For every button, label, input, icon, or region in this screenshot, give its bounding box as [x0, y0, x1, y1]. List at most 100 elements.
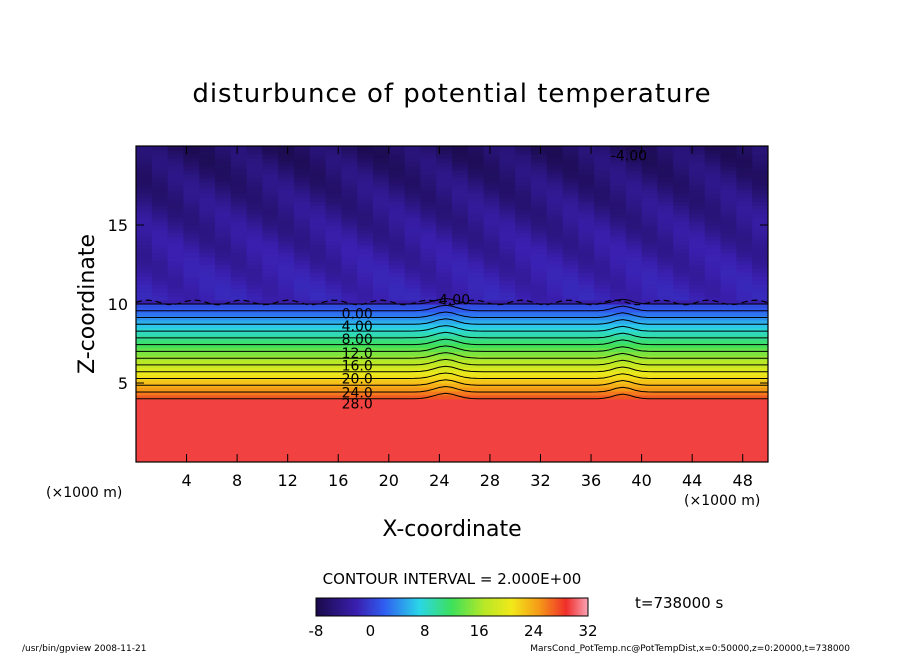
field-cell [167, 292, 184, 297]
field-cell [262, 252, 279, 258]
field-cell [641, 260, 658, 266]
field-cell [230, 288, 248, 293]
field-cell [151, 264, 169, 270]
field-cell [736, 201, 753, 206]
field-cell [452, 276, 469, 281]
field-cell [325, 185, 342, 191]
field-cell [215, 189, 232, 194]
field-cell [499, 288, 516, 293]
field-cell [183, 236, 200, 242]
field-cell [689, 205, 706, 210]
field-cell [230, 197, 248, 202]
field-cell [136, 153, 153, 159]
field-cell [562, 256, 579, 262]
field-cell [341, 201, 358, 206]
field-cell [404, 221, 421, 226]
field-cell [294, 248, 311, 254]
field-cell [404, 264, 421, 270]
field-cell [278, 213, 295, 218]
field-cell [657, 284, 674, 289]
field-cell [704, 185, 722, 191]
field-cell [404, 236, 421, 242]
field-cell [246, 256, 263, 262]
field-cell [736, 276, 753, 281]
field-cell [373, 252, 390, 258]
field-cell [704, 260, 722, 266]
field-cell [136, 173, 153, 179]
field-cell [499, 276, 516, 281]
field-cell [578, 213, 595, 218]
field-cell [610, 264, 627, 270]
field-cell [515, 260, 532, 266]
field-cell [136, 359, 768, 364]
field-cell [704, 169, 722, 175]
field-cell [420, 165, 437, 171]
field-cell [230, 232, 248, 238]
field-cell [215, 225, 232, 230]
field-cell [294, 252, 311, 258]
field-cell [578, 221, 595, 226]
field-cell [341, 292, 358, 297]
field-cell [136, 288, 153, 293]
field-cell [499, 169, 516, 175]
field-cell [230, 209, 248, 214]
field-cell [183, 181, 200, 187]
field-cell [610, 225, 627, 230]
field-cell [373, 169, 390, 175]
field-cell [562, 288, 579, 293]
field-cell [531, 209, 548, 214]
field-cell [546, 288, 564, 293]
field-cell [673, 161, 690, 167]
field-cell [136, 193, 153, 198]
field-cell [420, 193, 437, 198]
field-cell [404, 169, 421, 175]
field-cell [562, 225, 579, 230]
field-cell [657, 165, 674, 171]
field-cell [183, 232, 200, 238]
field-cell [262, 177, 279, 183]
field-cell [641, 248, 658, 254]
field-cell [246, 236, 263, 242]
field-cell [689, 248, 706, 254]
field-cell [594, 153, 611, 159]
field-cell [452, 260, 469, 266]
field-cell [167, 284, 184, 289]
field-cell [673, 169, 690, 175]
field-cell [752, 268, 768, 273]
field-cell [467, 165, 485, 171]
field-cell [278, 149, 295, 155]
field-cell [720, 240, 737, 246]
field-cell [625, 161, 643, 167]
field-cell [278, 260, 295, 266]
field-cell [578, 276, 595, 281]
field-cell [373, 248, 390, 254]
field-cell [452, 217, 469, 222]
field-cell [752, 209, 768, 214]
field-cell [452, 280, 469, 285]
field-cell [388, 185, 406, 191]
field-cell [309, 149, 327, 155]
field-cell [720, 225, 737, 230]
field-cell [531, 173, 548, 179]
field-cell [199, 228, 216, 234]
field-cell [151, 213, 169, 218]
field-cell [673, 217, 690, 222]
field-cell [673, 256, 690, 262]
field-cell [357, 153, 374, 159]
field-cell [325, 149, 342, 155]
field-cell [736, 189, 753, 194]
field-cell [689, 189, 706, 194]
field-cell [531, 260, 548, 266]
field-cell [388, 228, 406, 234]
field-cell [325, 161, 342, 167]
field-cell [278, 181, 295, 187]
field-cell [673, 288, 690, 293]
field-cell [546, 284, 564, 289]
field-cell [215, 288, 232, 293]
field-cell [594, 252, 611, 258]
field-cell [594, 296, 611, 301]
field-cell [704, 240, 722, 246]
field-cell [689, 153, 706, 159]
field-cell [262, 276, 279, 281]
